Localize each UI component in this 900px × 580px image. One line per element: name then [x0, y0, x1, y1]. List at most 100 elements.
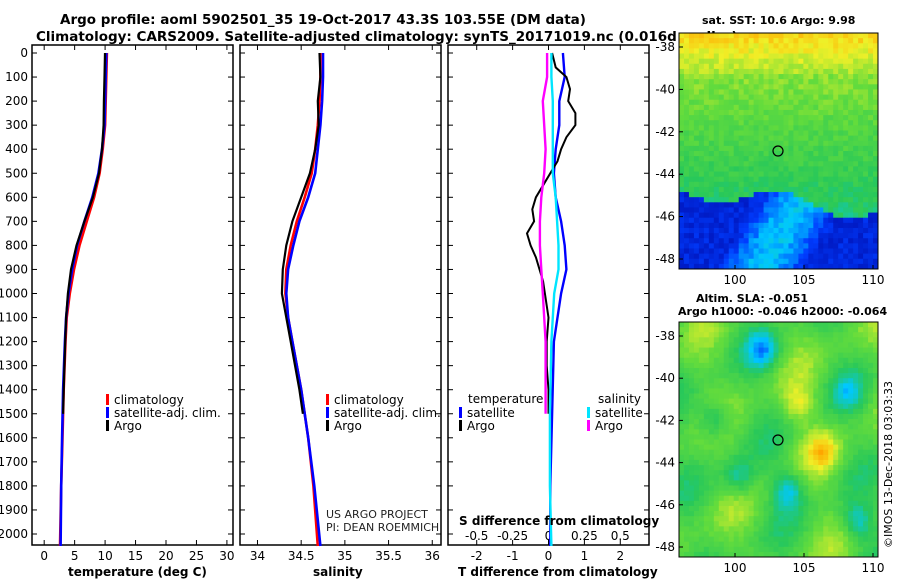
map-cell — [713, 521, 720, 527]
map-cell — [703, 347, 710, 354]
map-cell — [828, 192, 834, 198]
map-cell — [728, 135, 735, 142]
map-cell — [733, 79, 740, 85]
map-cell — [868, 505, 874, 512]
map-cell — [758, 58, 764, 65]
map-cell — [679, 151, 685, 157]
map-cell — [858, 166, 864, 172]
map-cell — [813, 89, 819, 95]
map-cell — [798, 444, 804, 451]
map-cell — [758, 434, 764, 440]
map-cell — [683, 337, 690, 343]
map-cell — [679, 322, 685, 328]
map-cell — [853, 109, 859, 116]
map-cell — [758, 248, 764, 255]
map-cell — [843, 367, 849, 374]
map-cell — [723, 171, 730, 178]
map-cell — [818, 68, 824, 75]
series-line-satellite-adj-clim- — [284, 53, 325, 547]
map-cell — [753, 459, 760, 466]
map-cell — [828, 531, 834, 537]
map-cell — [723, 176, 730, 183]
map-cell — [823, 38, 829, 44]
map-cell — [803, 263, 809, 270]
map-cell — [843, 202, 849, 208]
map-cell — [873, 546, 879, 553]
map-cell — [718, 347, 725, 354]
map-cell — [718, 393, 725, 400]
map-cell — [728, 378, 735, 384]
map-cell — [848, 342, 854, 348]
map-cell — [813, 322, 819, 328]
x-tick-label: 35.5 — [375, 549, 402, 563]
map-cell — [733, 511, 740, 517]
map-cell — [793, 434, 799, 440]
map-cell — [768, 238, 774, 244]
map-cell — [783, 238, 789, 244]
map-cell — [728, 536, 735, 543]
map-cell — [693, 362, 700, 369]
map-cell — [679, 140, 685, 147]
map-cell — [688, 227, 695, 234]
map-cell — [813, 156, 819, 162]
depth-tick-label: 0 — [20, 46, 28, 60]
map-cell — [748, 53, 755, 60]
map-cell — [838, 151, 844, 157]
map-cell — [828, 38, 834, 44]
map-cell — [848, 470, 854, 476]
map-cell — [873, 263, 879, 270]
map-cell — [778, 253, 784, 260]
map-cell — [773, 140, 779, 147]
map-cell — [778, 429, 784, 435]
map-cell — [823, 79, 829, 85]
map-cell — [843, 43, 849, 49]
map-cell — [828, 140, 834, 147]
map-cell — [843, 378, 849, 384]
map-cell — [703, 531, 710, 537]
map-cell — [679, 166, 685, 172]
title-line-1: Argo profile: aoml 5902501_35 19-Oct-201… — [60, 12, 586, 28]
map-cell — [868, 495, 874, 502]
map-cell — [713, 84, 720, 90]
map-cell — [698, 403, 705, 410]
map-cell — [733, 43, 740, 49]
map-cell — [723, 357, 730, 364]
map-cell — [688, 258, 695, 265]
map-cell — [838, 403, 844, 410]
map-cell — [728, 551, 735, 558]
map-cell — [798, 480, 804, 486]
map-cell — [753, 526, 760, 532]
map-cell — [743, 398, 750, 405]
map-cell — [679, 516, 685, 522]
map-cell — [798, 439, 804, 446]
map-cell — [848, 233, 854, 239]
map-cell — [813, 84, 819, 90]
map-cell — [683, 454, 690, 461]
map-cell — [683, 120, 690, 126]
map-cell — [733, 145, 740, 152]
map-cell — [798, 145, 804, 152]
map-cell — [788, 449, 794, 456]
map-cell — [768, 151, 774, 157]
map-cell — [813, 444, 819, 451]
map-cell — [763, 424, 769, 430]
map-cell — [868, 531, 874, 537]
map-cell — [693, 526, 700, 532]
map-cell — [718, 79, 725, 85]
map-cell — [683, 470, 690, 476]
map-cell — [833, 258, 839, 265]
map-cell — [783, 125, 789, 131]
map-cell — [833, 243, 839, 249]
map-cell — [808, 551, 814, 558]
map-cell — [698, 217, 705, 224]
map-cell — [748, 74, 755, 80]
map-cell — [703, 109, 710, 116]
map-cell — [873, 176, 879, 183]
map-cell — [868, 413, 874, 420]
legend-swatch-argo — [106, 420, 109, 431]
map-cell — [748, 120, 755, 126]
map-cell — [863, 176, 869, 183]
map-cell — [748, 444, 755, 451]
map-cell — [803, 248, 809, 255]
map-cell — [843, 238, 849, 244]
